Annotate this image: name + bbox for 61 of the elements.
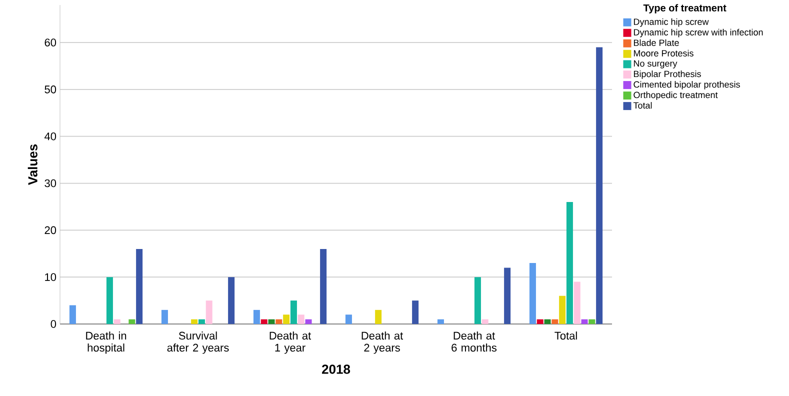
- bar: [544, 319, 551, 324]
- x-tick-label: Survival after 2 years: [167, 332, 229, 354]
- bar: [588, 319, 596, 324]
- legend-label: Total: [633, 102, 652, 109]
- legend-label: No surgery: [634, 60, 678, 68]
- bar: [253, 310, 260, 324]
- bar: [191, 319, 198, 324]
- bar: [69, 305, 76, 324]
- bar: [298, 314, 304, 324]
- legend-label: Blade Plate: [634, 39, 679, 46]
- y-tick-label: 30: [44, 179, 56, 188]
- y-tick-label: 10: [45, 273, 56, 281]
- legend-title: Type of treatment: [643, 4, 726, 14]
- bar: [206, 300, 212, 324]
- bar: [375, 310, 382, 324]
- x-tick-label: Death at 2 years: [362, 332, 404, 354]
- bar: [437, 319, 444, 324]
- y-tick-label: 0: [50, 320, 56, 328]
- legend-label: Moore Protesis: [634, 50, 694, 56]
- bar: [596, 47, 603, 324]
- bar: [136, 248, 143, 324]
- bar: [198, 319, 205, 324]
- bar: [276, 319, 282, 324]
- legend-label: Bipolar Prothesis: [634, 70, 701, 79]
- legend-label: Orthopedic treatment: [634, 92, 718, 100]
- bar: [305, 319, 312, 324]
- bar: [529, 263, 536, 324]
- y-axis-title: Values: [28, 144, 38, 186]
- bar: [574, 282, 580, 324]
- bar: [566, 202, 573, 324]
- bar: [268, 319, 275, 324]
- y-tick-label: 40: [44, 132, 56, 140]
- bar: [114, 319, 120, 324]
- bar: [260, 319, 268, 324]
- x-tick-label: Death in hospital: [86, 332, 126, 354]
- bar: [474, 277, 481, 324]
- bar: [581, 319, 588, 324]
- bar: [536, 319, 544, 324]
- bar: [290, 300, 297, 324]
- x-tick-label: Total: [554, 332, 577, 340]
- bar: [283, 314, 290, 324]
- x-tick-label: Death at 1 year: [270, 332, 312, 354]
- legend-label: Dynamic hip screw: [634, 18, 709, 27]
- x-tick-label: Death at 6 months: [452, 332, 497, 352]
- bar: [345, 314, 352, 324]
- bar: [228, 277, 235, 324]
- bar: [482, 319, 488, 324]
- y-tick-label: 60: [44, 38, 56, 46]
- y-tick-label: 20: [44, 226, 56, 234]
- y-tick-label: 50: [44, 86, 56, 94]
- bar: [412, 300, 419, 324]
- bar: [552, 319, 558, 324]
- bar: [320, 248, 327, 324]
- bar: [161, 310, 168, 324]
- bar: [106, 277, 113, 324]
- bar: [559, 296, 566, 324]
- bar: [504, 268, 511, 324]
- legend-label: Cimented bipolar prothesis: [634, 81, 740, 90]
- x-axis-title: 2018: [322, 364, 350, 374]
- bar: [128, 319, 136, 324]
- legend-label: Dynamic hip screw with infection: [634, 28, 763, 38]
